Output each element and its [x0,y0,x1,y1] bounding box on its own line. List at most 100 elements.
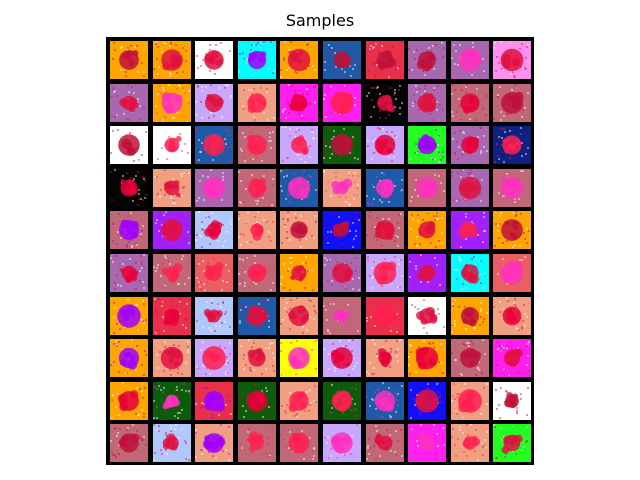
sample-tile [153,211,191,249]
sample-tile [110,297,148,335]
sample-tile [195,169,233,207]
sample-tile [366,169,404,207]
sample-image [110,382,148,420]
sample-image [323,339,361,377]
sample-image [153,41,191,79]
sample-tile [408,169,446,207]
sample-tile [408,339,446,377]
sample-tile [110,424,148,462]
sample-image [153,84,191,122]
sample-tile [451,297,489,335]
sample-image [323,424,361,462]
sample-image [238,424,276,462]
sample-tile [408,424,446,462]
sample-tile [238,297,276,335]
sample-image [366,297,404,335]
sample-tile [451,84,489,122]
sample-tile [195,339,233,377]
sample-tile [153,84,191,122]
sample-image [280,339,318,377]
sample-tile [153,339,191,377]
sample-tile [408,41,446,79]
sample-image [238,126,276,164]
sample-image [110,297,148,335]
sample-tile [153,169,191,207]
sample-image [238,254,276,292]
sample-tile [280,169,318,207]
sample-tile [280,254,318,292]
sample-tile [238,424,276,462]
sample-image [238,339,276,377]
sample-image [153,297,191,335]
sample-image [493,424,531,462]
sample-image [280,382,318,420]
sample-tile [195,297,233,335]
sample-image [238,84,276,122]
sample-image [451,424,489,462]
sample-tile [366,297,404,335]
sample-tile [366,424,404,462]
sample-image [323,84,361,122]
sample-image [408,169,446,207]
sample-image [110,126,148,164]
sample-image [110,169,148,207]
sample-image [493,254,531,292]
sample-tile [451,126,489,164]
sample-tile [493,211,531,249]
sample-image [238,211,276,249]
sample-tile [153,254,191,292]
sample-image [408,211,446,249]
sample-image [323,211,361,249]
sample-tile [408,382,446,420]
sample-tile [493,297,531,335]
sample-image [153,339,191,377]
sample-tile [110,41,148,79]
sample-tile [493,382,531,420]
sample-image [153,211,191,249]
sample-image [153,126,191,164]
sample-image [323,41,361,79]
sample-tile [110,382,148,420]
sample-tile [153,297,191,335]
sample-tile [366,339,404,377]
sample-image [238,169,276,207]
sample-tile [238,84,276,122]
sample-image [280,84,318,122]
sample-tile [238,339,276,377]
sample-tile [110,169,148,207]
sample-tile [195,382,233,420]
sample-image [195,41,233,79]
sample-tile [493,339,531,377]
sample-image [110,254,148,292]
sample-image [323,126,361,164]
sample-tile [366,254,404,292]
sample-tile [153,41,191,79]
sample-tile [280,41,318,79]
sample-tile [366,41,404,79]
sample-tile [153,382,191,420]
sample-tile [153,424,191,462]
sample-image [408,339,446,377]
sample-tile [451,339,489,377]
sample-tile [366,84,404,122]
sample-image [110,41,148,79]
sample-tile [195,211,233,249]
sample-image [280,126,318,164]
sample-tile [451,424,489,462]
sample-image [153,254,191,292]
sample-tile [195,41,233,79]
sample-image [153,382,191,420]
sample-image [366,169,404,207]
sample-tile [408,126,446,164]
sample-image [280,211,318,249]
sample-tile [238,41,276,79]
sample-tile [110,339,148,377]
sample-image [195,84,233,122]
sample-grid [106,37,534,465]
sample-image [408,84,446,122]
sample-tile [195,126,233,164]
sample-tile [323,126,361,164]
sample-image [280,169,318,207]
sample-image [451,169,489,207]
sample-image [110,424,148,462]
